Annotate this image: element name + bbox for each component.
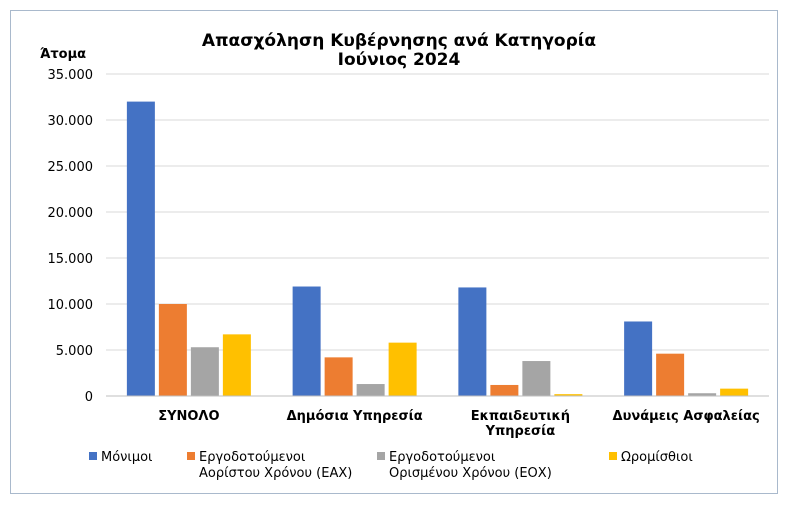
bar — [222, 334, 251, 396]
legend-swatch — [377, 452, 385, 460]
bar — [656, 353, 685, 396]
y-tick-label: 25.000 — [48, 160, 94, 175]
y-tick-label: 20.000 — [48, 206, 94, 221]
bar — [190, 347, 219, 396]
legend-swatch — [609, 452, 617, 460]
legend-label: Εργοδοτούμενοι — [389, 450, 495, 465]
chart-frame: Απασχόληση Κυβέρνησης ανά Κατηγορία Ιούνι… — [10, 10, 778, 494]
bar — [356, 384, 385, 396]
y-tick-label: 10.000 — [48, 298, 94, 313]
y-tick-label: 30.000 — [48, 114, 94, 129]
y-tick-label: 5.000 — [56, 344, 93, 359]
bar — [458, 287, 487, 396]
y-tick-label: 35.000 — [48, 68, 94, 83]
bar — [126, 101, 155, 396]
chart-title-line: Απασχόληση Κυβέρνησης ανά Κατηγορία — [202, 31, 596, 51]
legend-label: Μόνιμοι — [101, 450, 152, 465]
y-tick-label: 15.000 — [48, 252, 94, 267]
legend-label: Ωρομίσθιοι — [621, 450, 693, 465]
bar — [292, 286, 321, 396]
x-category-label: Δημόσια Υπηρεσία — [287, 409, 423, 424]
bar-chart: Απασχόληση Κυβέρνησης ανά ΚατηγορίαΙούνι… — [40, 31, 769, 481]
legend-label: Αορίστου Χρόνου (ΕΑΧ) — [199, 466, 352, 481]
y-tick-label: 0 — [85, 390, 93, 405]
x-category-label: Υπηρεσία — [485, 424, 556, 439]
x-category-label: Δυνάμεις Ασφαλείας — [613, 409, 760, 424]
bar — [720, 388, 749, 396]
x-category-label: ΣΥΝΟΛΟ — [158, 409, 219, 424]
bar — [554, 394, 583, 396]
bar — [522, 361, 551, 396]
legend-label: Ορισμένου Χρόνου (ΕΟΧ) — [389, 466, 552, 481]
x-category-label: Εκπαιδευτική — [471, 409, 570, 424]
bar — [624, 321, 653, 396]
bar — [688, 393, 717, 396]
y-axis-label: Άτομα — [40, 47, 86, 62]
legend-swatch — [187, 452, 195, 460]
bar — [324, 357, 353, 396]
chart-title-line: Ιούνιος 2024 — [338, 50, 461, 70]
bar — [388, 342, 417, 396]
legend-label: Εργοδοτούμενοι — [199, 450, 305, 465]
legend-swatch — [89, 452, 97, 460]
bar — [490, 384, 519, 396]
bar — [158, 304, 187, 396]
